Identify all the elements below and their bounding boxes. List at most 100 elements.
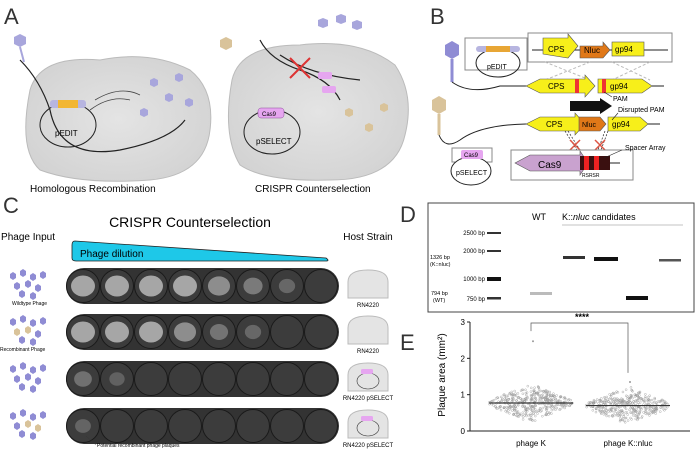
data-point — [529, 398, 532, 402]
data-point — [629, 411, 632, 414]
data-point — [637, 396, 641, 399]
data-point — [511, 393, 515, 396]
data-point — [615, 402, 619, 406]
plate-row — [66, 314, 339, 350]
data-point — [642, 399, 646, 403]
y-tick-label: 3 — [461, 318, 466, 327]
host-strain-label: RN4220 pSELECT — [343, 396, 394, 402]
wt-gene-gp94: gp94 — [610, 82, 628, 91]
data-point — [619, 417, 622, 420]
data-point — [547, 393, 550, 397]
wildtype-phage-icon — [19, 290, 25, 298]
data-point — [637, 391, 641, 394]
phage-input-cluster — [10, 269, 46, 300]
data-point — [650, 409, 653, 413]
wildtype-phage-icon — [20, 315, 26, 323]
data-point — [551, 394, 555, 398]
host-strain-label: RN4220 — [357, 349, 380, 355]
wildtype-phage-icon — [30, 273, 36, 281]
data-point — [527, 413, 530, 417]
data-point — [538, 393, 541, 397]
wildtype-phage-icon — [40, 271, 46, 279]
phage-input-cluster — [10, 409, 46, 440]
phage-input-cluster — [10, 362, 46, 393]
data-point — [539, 410, 542, 413]
data-point — [625, 394, 628, 398]
data-point — [561, 405, 565, 409]
data-point — [624, 407, 628, 411]
data-point — [544, 390, 547, 393]
data-point — [540, 399, 543, 403]
data-point — [619, 414, 622, 417]
data-point — [631, 390, 634, 393]
data-point — [666, 405, 669, 409]
data-point — [585, 405, 588, 409]
data-point — [503, 393, 506, 396]
data-point — [590, 402, 593, 405]
data-point — [520, 388, 524, 391]
data-point — [525, 398, 528, 401]
data-point — [594, 400, 597, 403]
wildtype-phage-icon — [14, 282, 20, 290]
data-point — [646, 400, 650, 403]
plaque-spot — [71, 275, 95, 297]
data-point — [524, 398, 528, 402]
data-point — [519, 397, 522, 400]
data-point — [499, 405, 502, 408]
spot-well — [236, 362, 270, 396]
pam-label: PAM — [613, 96, 628, 103]
data-point — [630, 394, 633, 397]
data-point — [647, 398, 650, 401]
data-point — [626, 401, 629, 404]
data-point — [562, 403, 565, 407]
data-point — [660, 398, 664, 402]
data-point — [592, 402, 595, 405]
data-point — [622, 413, 626, 417]
wildtype-phage-icon — [30, 432, 36, 440]
data-point — [603, 399, 607, 402]
data-point — [567, 398, 571, 401]
data-point — [496, 407, 499, 410]
plaque-spot — [139, 321, 163, 343]
insert-gene-gp94: gp94 — [615, 45, 633, 54]
pedit-label-a: pEDIT — [55, 129, 78, 138]
data-point — [603, 396, 606, 399]
data-point — [634, 399, 637, 402]
wildtype-phage-icon — [30, 385, 36, 393]
plaque-area-chart: Plaque area (mm²) phage K phage K::nluc … — [437, 312, 690, 448]
data-point — [624, 388, 628, 391]
wt-lane-label: WT — [532, 212, 546, 222]
data-point — [530, 404, 534, 408]
phage-input-label: Recombinant Phage — [0, 347, 46, 353]
data-point — [594, 410, 598, 414]
data-point — [607, 400, 610, 403]
data-point — [638, 410, 642, 413]
plaques-annotation: Potential recombinant phage plaques — [97, 443, 180, 449]
data-point — [634, 412, 637, 415]
data-point — [591, 409, 595, 412]
data-point — [525, 395, 529, 399]
data-point — [606, 408, 610, 412]
data-point — [510, 390, 514, 394]
data-point — [611, 406, 615, 410]
data-point — [559, 407, 562, 411]
data-point — [553, 399, 557, 402]
data-point — [631, 407, 635, 411]
spot-well — [134, 362, 168, 396]
spot-well — [168, 409, 202, 443]
data-point — [648, 394, 651, 397]
spot-well — [202, 315, 236, 349]
data-point — [502, 406, 506, 409]
data-point — [644, 393, 647, 396]
data-point — [598, 400, 602, 403]
data-point — [542, 389, 545, 393]
data-point — [531, 392, 535, 396]
spot-well — [304, 362, 338, 396]
data-point — [541, 396, 545, 400]
plaque-spot — [207, 276, 231, 296]
data-point — [513, 408, 516, 412]
data-point — [547, 413, 550, 416]
data-point — [521, 411, 525, 414]
spot-well — [202, 409, 236, 443]
data-point — [631, 396, 634, 400]
